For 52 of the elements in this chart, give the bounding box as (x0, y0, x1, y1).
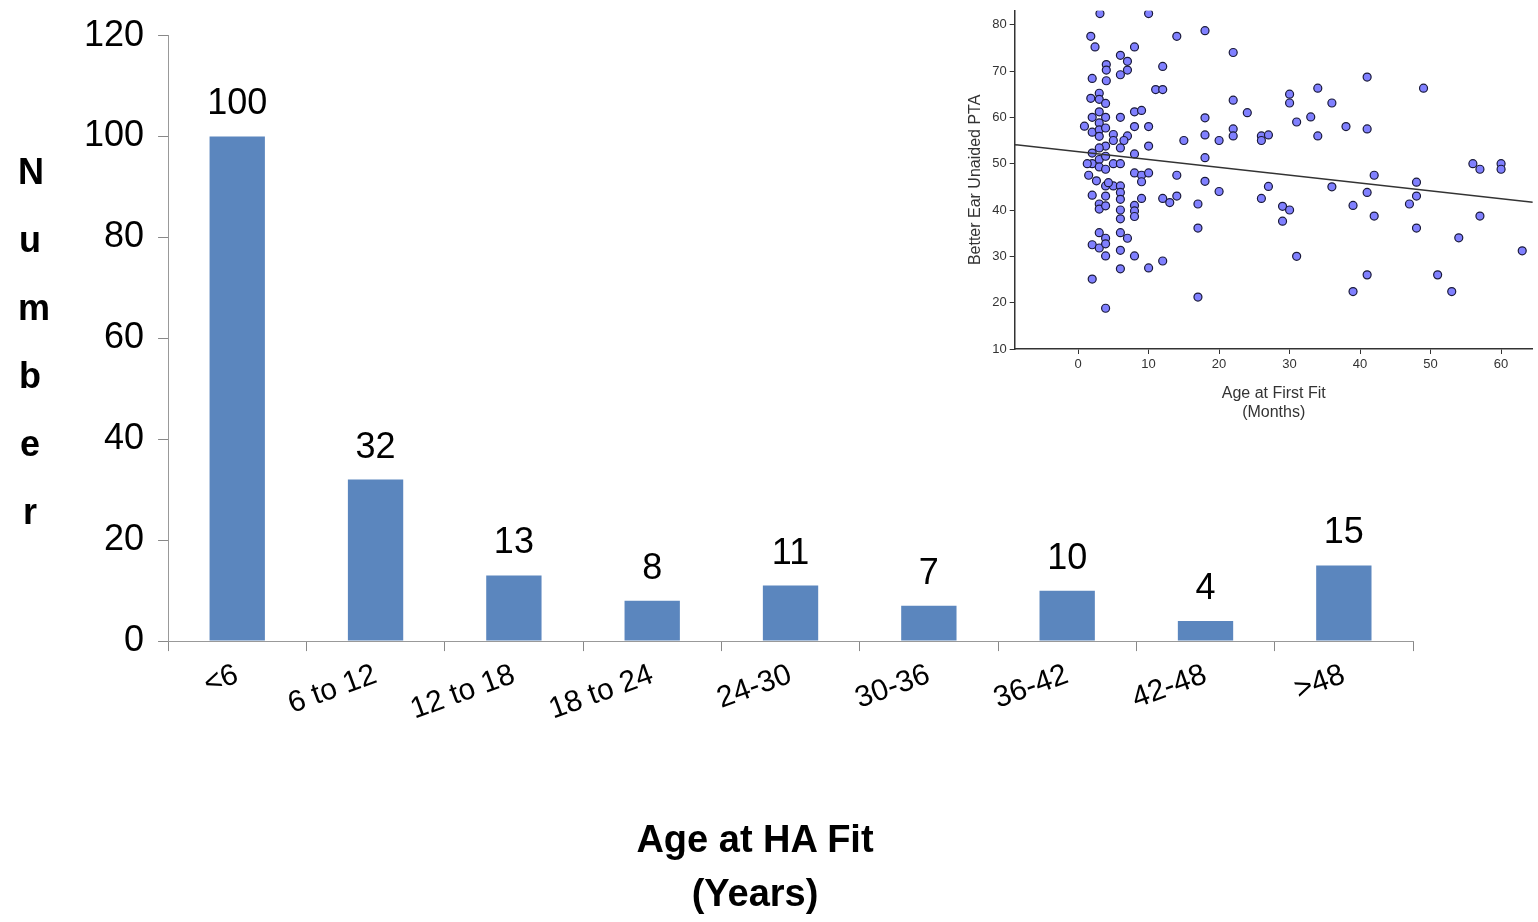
x-tick-label: 18 to 24 (543, 656, 658, 725)
x-tick-label: 50 (1423, 356, 1438, 372)
data-label: 11 (771, 530, 810, 572)
x-tick-label: <6 (198, 656, 243, 700)
y-tick-label: 40 (104, 416, 145, 458)
x-tick-label: 24-30 (712, 656, 796, 714)
bar (624, 600, 680, 641)
bar (901, 605, 957, 641)
data-label: 32 (355, 424, 396, 466)
y-tick-label: 10 (992, 340, 1007, 356)
y-tick-label: 70 (992, 62, 1007, 78)
bar (1039, 590, 1095, 641)
x-tick-label: 60 (1493, 356, 1509, 372)
y-tick-label: 30 (992, 247, 1007, 263)
y-tick-label: 60 (992, 108, 1007, 124)
y-tick-label: 0 (124, 618, 145, 660)
x-tick-label: 6 to 12 (282, 656, 381, 719)
y-tick-label: 20 (992, 294, 1007, 310)
data-label: 15 (1323, 510, 1364, 552)
y-tick-label: 80 (992, 16, 1007, 32)
y-tick-label: 100 (83, 113, 145, 155)
bar (347, 479, 404, 641)
bar (209, 136, 265, 641)
y-axis-title: Better Ear Unaided PTA (966, 94, 984, 266)
y-tick-label: 120 (83, 12, 145, 54)
x-tick-label: 30-36 (850, 656, 934, 714)
x-tick-label: 12 to 18 (405, 656, 519, 725)
x-tick-label: 0 (1074, 356, 1082, 372)
data-label: 8 (642, 545, 663, 587)
x-tick-label: 42-48 (1127, 656, 1211, 714)
y-tick-label: 80 (104, 214, 145, 256)
y-tick-label: 50 (992, 155, 1007, 171)
bar (1177, 620, 1234, 641)
x-axis-title: Age at HA Fit (Years) (635, 817, 875, 916)
x-tick-label: 30 (1282, 356, 1297, 372)
data-label: 7 (918, 550, 939, 592)
x-tick-label: 40 (1352, 356, 1368, 372)
data-label: 13 (493, 520, 534, 562)
y-axis-title: Number (18, 150, 51, 534)
bar (1316, 565, 1372, 641)
data-label: 4 (1195, 565, 1216, 607)
y-tick-label: 20 (104, 517, 145, 559)
x-tick-label: 10 (1141, 356, 1156, 372)
bar (486, 575, 542, 641)
y-tick-label: 40 (992, 201, 1007, 217)
bar (762, 585, 819, 641)
data-label: 10 (1047, 535, 1088, 577)
x-tick-label: 20 (1211, 356, 1227, 372)
x-axis-title: Age at First Fit (Months) (1221, 383, 1327, 420)
x-tick-label: >48 (1289, 656, 1349, 705)
data-label: 100 (207, 81, 268, 123)
x-tick-label: 36-42 (988, 656, 1073, 714)
